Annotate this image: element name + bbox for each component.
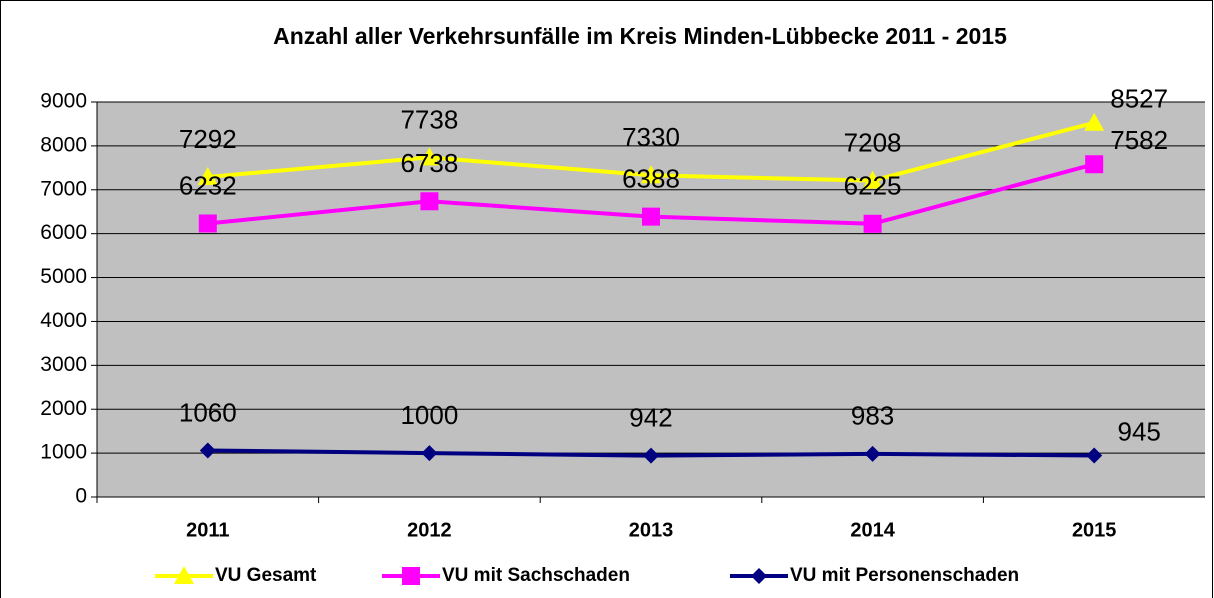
data-label: 8527: [1110, 84, 1168, 114]
data-point: [420, 192, 439, 211]
x-tick-label: 2013: [629, 519, 674, 541]
data-label: 7738: [400, 104, 458, 134]
y-tick-label: 9000: [40, 90, 87, 113]
data-point: [419, 147, 440, 166]
data-point: [641, 165, 661, 184]
legend-marker: [174, 566, 194, 584]
legend-label: VU mit Personenschaden: [790, 565, 1019, 586]
y-tick-label: 3000: [40, 353, 87, 376]
data-label: 6388: [622, 164, 680, 194]
data-point: [863, 214, 882, 233]
legend-marker: [751, 568, 767, 584]
data-label: 7582: [1110, 125, 1168, 155]
data-point: [643, 447, 659, 464]
y-tick-label: 8000: [40, 133, 87, 156]
data-point: [1085, 155, 1104, 174]
y-tick-label: 4000: [40, 309, 87, 332]
legend-label: VU mit Sachschaden: [442, 565, 630, 586]
data-point: [642, 207, 660, 226]
data-label: 6738: [400, 148, 458, 178]
data-label: 983: [851, 401, 894, 431]
legend-marker: [402, 567, 420, 585]
x-tick-label: 2012: [407, 519, 452, 541]
data-point: [1084, 112, 1105, 131]
data-label: 942: [629, 403, 672, 433]
x-tick-label: 2015: [1072, 519, 1117, 541]
y-tick-label: 0: [75, 485, 87, 508]
y-tick-label: 2000: [40, 397, 87, 420]
data-label: 7208: [844, 128, 902, 158]
data-point: [197, 166, 218, 185]
y-tick-label: 5000: [40, 265, 87, 288]
y-tick-label: 6000: [40, 221, 87, 244]
data-point: [864, 445, 881, 462]
data-label: 1000: [400, 400, 458, 430]
data-label: 1060: [179, 397, 237, 427]
data-label: 6225: [844, 171, 902, 201]
data-label: 945: [1118, 416, 1161, 446]
legend-label: VU Gesamt: [215, 565, 317, 586]
data-point: [421, 445, 438, 462]
data-label: 7292: [179, 124, 237, 154]
data-point: [199, 442, 216, 459]
x-tick-label: 2011: [186, 519, 229, 541]
data-point: [198, 214, 217, 233]
x-tick-label: 2014: [850, 519, 895, 541]
data-label: 6232: [179, 170, 237, 200]
chart-title: Anzahl aller Verkehrsunfälle im Kreis Mi…: [273, 23, 1007, 49]
data-label: 7330: [622, 122, 680, 152]
y-tick-label: 7000: [40, 177, 87, 200]
data-point: [1086, 447, 1103, 464]
data-point: [862, 170, 883, 189]
plot-area: [97, 102, 1205, 497]
y-tick-label: 1000: [40, 441, 87, 464]
